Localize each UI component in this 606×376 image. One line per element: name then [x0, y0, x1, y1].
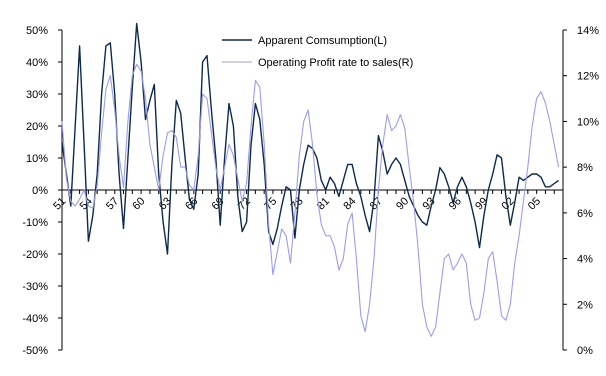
x-tick-label: 63: [157, 195, 174, 212]
right-y-tick-label: 10%: [577, 116, 599, 128]
right-y-tick-label: 4%: [577, 254, 593, 266]
x-tick-label: 51: [51, 195, 68, 212]
left-y-tick-label: 30%: [26, 89, 48, 101]
left-y-tick-label: -20%: [22, 249, 48, 261]
x-tick-label: 93: [420, 195, 437, 212]
right-y-tick-label: 12%: [577, 71, 599, 83]
x-tick-label: 05: [526, 195, 543, 212]
series-line-operating-profit-rate: [61, 63, 560, 337]
x-tick-label: 96: [447, 195, 464, 212]
x-tick-label: 90: [394, 195, 411, 212]
legend-label-1: Operating Profit rate to sales(R): [258, 57, 413, 69]
left-y-tick-label: 0%: [32, 185, 48, 197]
x-tick-label: 75: [262, 195, 279, 212]
series-line-apparent-consumption: [61, 22, 560, 255]
x-tick-label: 57: [104, 195, 121, 212]
right-y-tick-label: 0%: [577, 345, 593, 357]
series-layer: [61, 22, 560, 337]
left-y-tick-label: -30%: [22, 281, 48, 293]
x-tick-label: 99: [473, 195, 490, 212]
left-y-tick-label: -50%: [22, 345, 48, 357]
legend-label-0: Apparent Comsumption(L): [258, 35, 387, 47]
x-tick-label: 87: [368, 195, 385, 212]
x-tick-label: 60: [130, 195, 147, 212]
left-y-tick-label: 20%: [26, 121, 48, 133]
right-y-tick-label: 6%: [577, 208, 593, 220]
left-y-tick-label: -10%: [22, 217, 48, 229]
right-y-tick-label: 2%: [577, 299, 593, 311]
left-y-tick-label: 10%: [26, 153, 48, 165]
left-y-tick-label: 50%: [26, 25, 48, 37]
left-y-tick-label: 40%: [26, 57, 48, 69]
right-y-tick-label: 8%: [577, 162, 593, 174]
x-tick-label: 84: [341, 195, 358, 212]
right-y-tick-label: 14%: [577, 25, 599, 37]
left-y-tick-label: -40%: [22, 313, 48, 325]
legend: Apparent Comsumption(L) Operating Profit …: [222, 35, 413, 69]
axes-layer: -50% -40% -30% -20% -10% 0% 10% 20% 30% 40% 50% 0% 2…: [22, 25, 599, 357]
